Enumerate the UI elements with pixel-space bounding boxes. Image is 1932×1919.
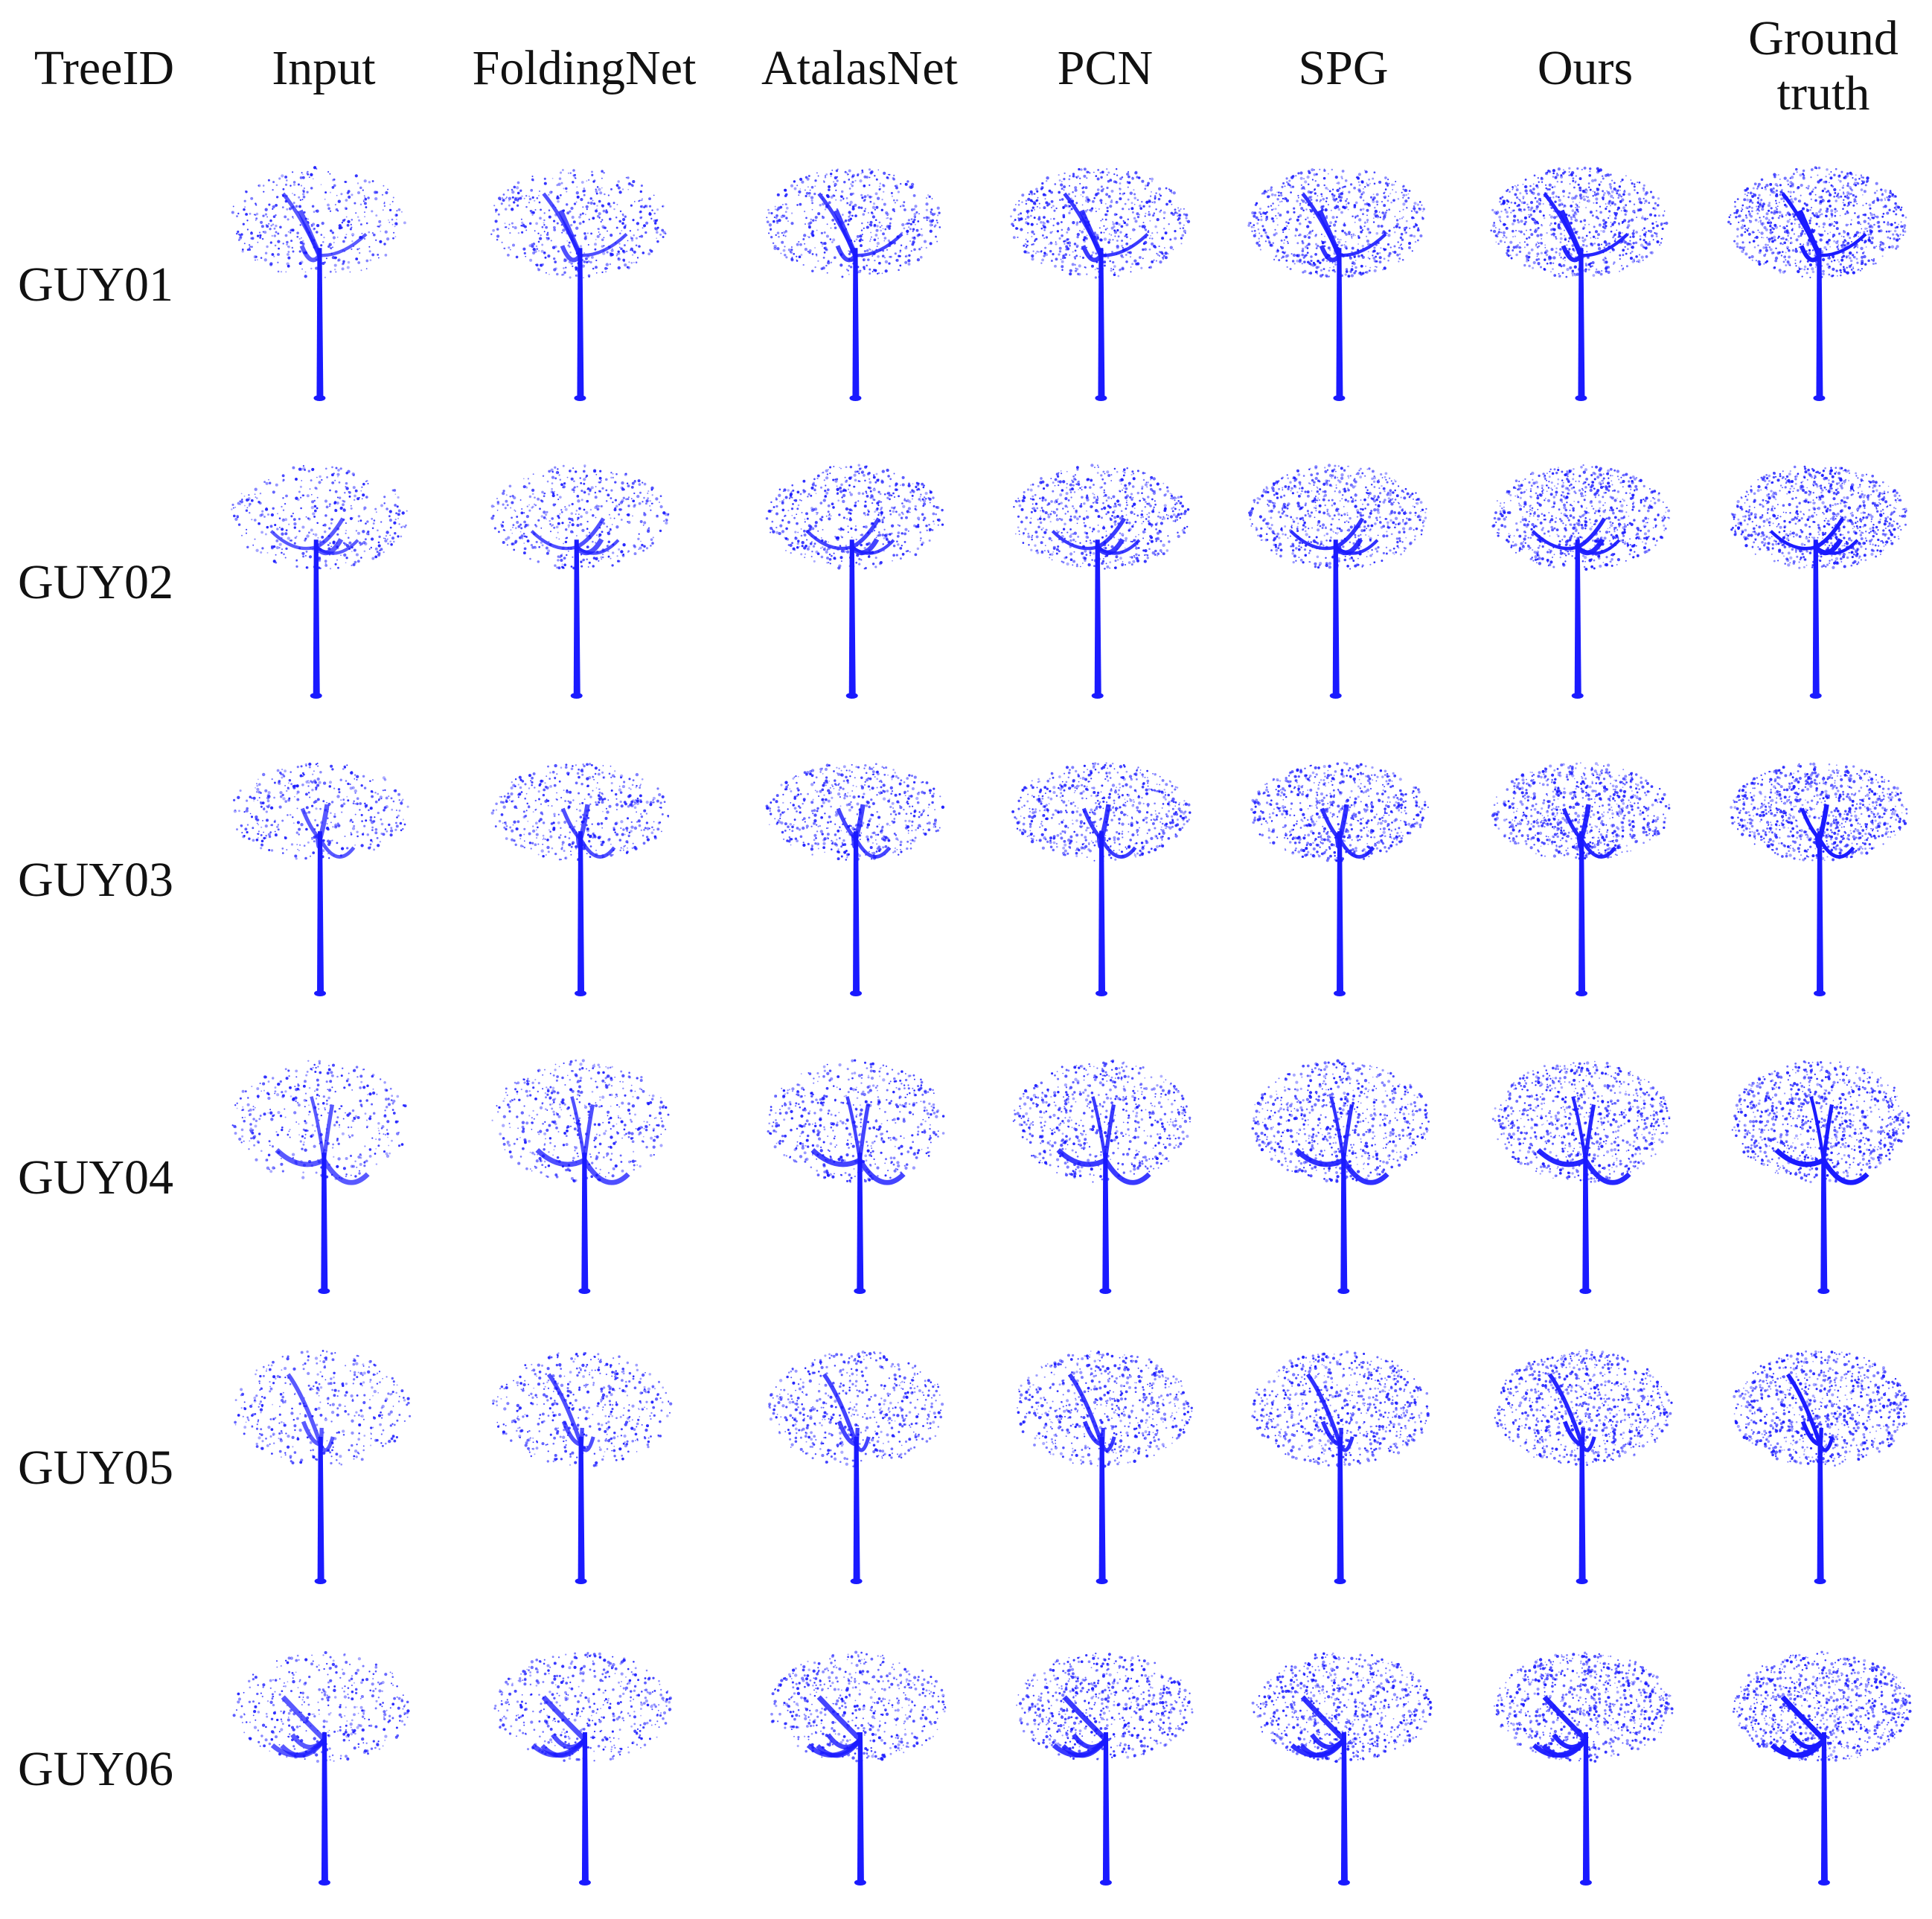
column-header-6: Ground truth: [1727, 11, 1920, 121]
tree-pointcloud-guy05-col6: [1733, 1350, 1910, 1584]
tree-pointcloud-guy04-col3: [1012, 1059, 1191, 1294]
column-header-4: SPG: [1194, 41, 1492, 96]
header-treeid: TreeID: [15, 41, 193, 96]
tree-pointcloud-guy04-col6: [1731, 1060, 1910, 1294]
tree-pointcloud-guy02-col0: [231, 465, 408, 699]
tree-pointcloud-guy02-col3: [1013, 464, 1190, 699]
tree-pointcloud-guy02-col2: [765, 464, 944, 699]
tree-pointcloud-guy01-col3: [1010, 167, 1191, 401]
row-label-guy04: GUY04: [18, 1150, 173, 1206]
tree-pointcloud-guy06-col0: [232, 1650, 410, 1886]
tree-pointcloud-guy03-col5: [1491, 762, 1671, 996]
tree-pointcloud-guy03-col1: [490, 763, 670, 996]
row-label-guy02: GUY02: [18, 554, 173, 611]
row-label-guy05: GUY05: [18, 1440, 173, 1496]
tree-pointcloud-guy01-col2: [766, 168, 941, 401]
tree-pointcloud-guy06-col3: [1016, 1652, 1194, 1886]
tree-pointcloud-guy02-col4: [1248, 464, 1427, 699]
tree-pointcloud-guy03-col6: [1730, 762, 1908, 996]
column-header-3: PCN: [956, 41, 1254, 96]
row-label-guy06: GUY06: [18, 1741, 173, 1798]
column-header-2: AtalasNet: [711, 41, 1008, 96]
tree-pointcloud-guy05-col2: [768, 1351, 944, 1584]
tree-pointcloud-guy04-col0: [231, 1060, 407, 1294]
tree-pointcloud-guy02-col1: [490, 464, 670, 699]
tree-pointcloud-guy02-col6: [1730, 465, 1907, 699]
tree-pointcloud-guy01-col6: [1727, 166, 1907, 401]
tree-pointcloud-guy05-col3: [1017, 1351, 1193, 1584]
tree-pointcloud-guy03-col4: [1250, 761, 1429, 996]
tree-pointcloud-guy06-col2: [770, 1650, 947, 1886]
tree-pointcloud-guy05-col5: [1494, 1348, 1673, 1584]
tree-pointcloud-guy01-col0: [231, 166, 406, 401]
column-header-1: FoldingNet: [435, 41, 733, 96]
tree-pointcloud-guy06-col1: [493, 1651, 673, 1886]
tree-pointcloud-guy03-col0: [233, 762, 409, 996]
tree-pointcloud-guy05-col0: [234, 1350, 412, 1584]
tree-pointcloud-guy05-col4: [1251, 1350, 1430, 1584]
row-label-guy01: GUY01: [18, 257, 173, 313]
tree-pointcloud-guy03-col2: [765, 763, 945, 996]
tree-pointcloud-guy05-col1: [492, 1352, 673, 1584]
tree-pointcloud-guy04-col5: [1491, 1060, 1671, 1294]
column-header-0: Input: [175, 41, 473, 96]
tree-pointcloud-guy01-col1: [490, 169, 667, 401]
tree-pointcloud-guy01-col5: [1490, 166, 1669, 401]
tree-pointcloud-guy06-col4: [1251, 1652, 1433, 1886]
tree-pointcloud-guy02-col5: [1491, 464, 1671, 699]
column-header-5: Ours: [1436, 41, 1734, 96]
tree-pointcloud-guy06-col5: [1493, 1651, 1674, 1886]
tree-pointcloud-guy01-col4: [1247, 168, 1425, 401]
tree-pointcloud-guy04-col2: [767, 1059, 945, 1294]
tree-pointcloud-guy03-col3: [1011, 762, 1191, 996]
tree-pointcloud-guy04-col4: [1251, 1059, 1430, 1294]
tree-pointcloud-guy04-col1: [491, 1059, 670, 1294]
row-label-guy03: GUY03: [18, 852, 173, 909]
tree-pointcloud-guy06-col6: [1732, 1650, 1912, 1886]
